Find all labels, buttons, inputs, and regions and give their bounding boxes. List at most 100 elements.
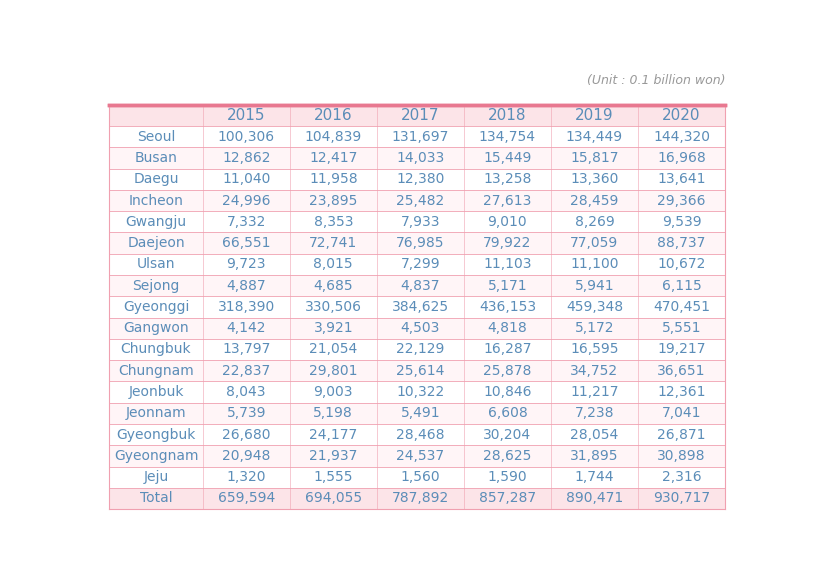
Text: 4,685: 4,685 (313, 279, 353, 293)
Text: 72,741: 72,741 (309, 236, 357, 250)
Text: 144,320: 144,320 (653, 130, 710, 144)
Text: 15,817: 15,817 (570, 151, 619, 165)
Text: 10,322: 10,322 (396, 385, 444, 399)
Text: 10,846: 10,846 (484, 385, 532, 399)
Text: 25,614: 25,614 (396, 364, 444, 378)
Text: 7,299: 7,299 (400, 257, 440, 271)
Text: 9,010: 9,010 (488, 215, 527, 229)
Text: Seoul: Seoul (137, 130, 175, 144)
Bar (109, 424, 725, 445)
Text: 34,752: 34,752 (571, 364, 619, 378)
Text: 20,948: 20,948 (222, 449, 270, 463)
Text: 890,471: 890,471 (566, 492, 623, 505)
Text: 7,933: 7,933 (400, 215, 440, 229)
Text: Jeonnam: Jeonnam (125, 406, 186, 420)
Bar (109, 339, 725, 360)
Text: Gyeongnam: Gyeongnam (114, 449, 199, 463)
Text: 24,537: 24,537 (396, 449, 444, 463)
Text: 5,941: 5,941 (575, 279, 615, 293)
Text: 659,594: 659,594 (217, 492, 275, 505)
Text: 5,171: 5,171 (488, 279, 527, 293)
Text: Chungnam: Chungnam (118, 364, 194, 378)
Text: 330,506: 330,506 (304, 300, 361, 314)
Text: 16,287: 16,287 (484, 343, 532, 357)
Text: 27,613: 27,613 (484, 193, 532, 208)
Text: 1,555: 1,555 (313, 470, 353, 484)
Text: Total: Total (140, 492, 173, 505)
Bar (109, 445, 725, 467)
Text: 5,491: 5,491 (400, 406, 440, 420)
Text: 13,641: 13,641 (657, 173, 706, 186)
Text: 7,041: 7,041 (662, 406, 701, 420)
Bar (109, 168, 725, 190)
Text: 11,103: 11,103 (484, 257, 532, 271)
Text: 9,539: 9,539 (662, 215, 702, 229)
Text: 13,258: 13,258 (484, 173, 532, 186)
Text: (Unit : 0.1 billion won): (Unit : 0.1 billion won) (587, 74, 725, 87)
Text: Jeju: Jeju (143, 470, 168, 484)
Bar (109, 190, 725, 211)
Text: 13,360: 13,360 (571, 173, 619, 186)
Bar (109, 297, 725, 317)
Text: 79,922: 79,922 (484, 236, 532, 250)
Text: 4,837: 4,837 (400, 279, 440, 293)
Text: 694,055: 694,055 (304, 492, 362, 505)
Text: 28,625: 28,625 (484, 449, 532, 463)
Text: 13,797: 13,797 (222, 343, 270, 357)
Text: 2020: 2020 (663, 108, 701, 123)
Bar (109, 488, 725, 509)
Text: 9,723: 9,723 (226, 257, 266, 271)
Text: 7,332: 7,332 (226, 215, 266, 229)
Text: 5,172: 5,172 (575, 321, 615, 335)
Text: Incheon: Incheon (129, 193, 183, 208)
Bar (109, 147, 725, 168)
Text: 384,625: 384,625 (392, 300, 449, 314)
Text: 14,033: 14,033 (396, 151, 444, 165)
Text: 11,040: 11,040 (222, 173, 270, 186)
Text: 9,003: 9,003 (313, 385, 353, 399)
Bar (109, 275, 725, 297)
Text: 4,503: 4,503 (400, 321, 440, 335)
Text: 21,937: 21,937 (309, 449, 357, 463)
Text: Chungbuk: Chungbuk (120, 343, 191, 357)
Text: 2018: 2018 (488, 108, 527, 123)
Text: 22,129: 22,129 (396, 343, 444, 357)
Text: 1,560: 1,560 (400, 470, 440, 484)
Text: 8,015: 8,015 (313, 257, 353, 271)
Text: 26,680: 26,680 (222, 428, 270, 441)
Text: 76,985: 76,985 (396, 236, 444, 250)
Bar (109, 233, 725, 254)
Text: Gyeongbuk: Gyeongbuk (116, 428, 195, 441)
Text: 100,306: 100,306 (217, 130, 275, 144)
Text: 436,153: 436,153 (479, 300, 536, 314)
Text: 88,737: 88,737 (658, 236, 706, 250)
Text: 16,595: 16,595 (570, 343, 619, 357)
Text: 29,801: 29,801 (309, 364, 357, 378)
Text: 11,100: 11,100 (570, 257, 619, 271)
Text: 77,059: 77,059 (571, 236, 619, 250)
Text: 15,449: 15,449 (484, 151, 532, 165)
Text: 459,348: 459,348 (566, 300, 623, 314)
Text: 66,551: 66,551 (222, 236, 270, 250)
Bar (109, 403, 725, 424)
Text: 930,717: 930,717 (653, 492, 710, 505)
Text: Gwangju: Gwangju (125, 215, 186, 229)
Text: Sejong: Sejong (133, 279, 180, 293)
Text: 22,837: 22,837 (222, 364, 270, 378)
Text: 12,361: 12,361 (657, 385, 706, 399)
Bar (109, 211, 725, 233)
Text: 36,651: 36,651 (657, 364, 706, 378)
Text: 31,895: 31,895 (570, 449, 619, 463)
Text: 30,898: 30,898 (657, 449, 706, 463)
Text: 25,482: 25,482 (396, 193, 444, 208)
Text: 134,449: 134,449 (566, 130, 623, 144)
Text: 25,878: 25,878 (484, 364, 532, 378)
Text: 6,608: 6,608 (488, 406, 527, 420)
Text: 2015: 2015 (227, 108, 265, 123)
Text: 24,996: 24,996 (222, 193, 270, 208)
Text: 5,739: 5,739 (226, 406, 266, 420)
Text: 6,115: 6,115 (662, 279, 702, 293)
Text: 28,468: 28,468 (396, 428, 444, 441)
Text: 8,269: 8,269 (575, 215, 615, 229)
Text: Gyeonggi: Gyeonggi (123, 300, 189, 314)
